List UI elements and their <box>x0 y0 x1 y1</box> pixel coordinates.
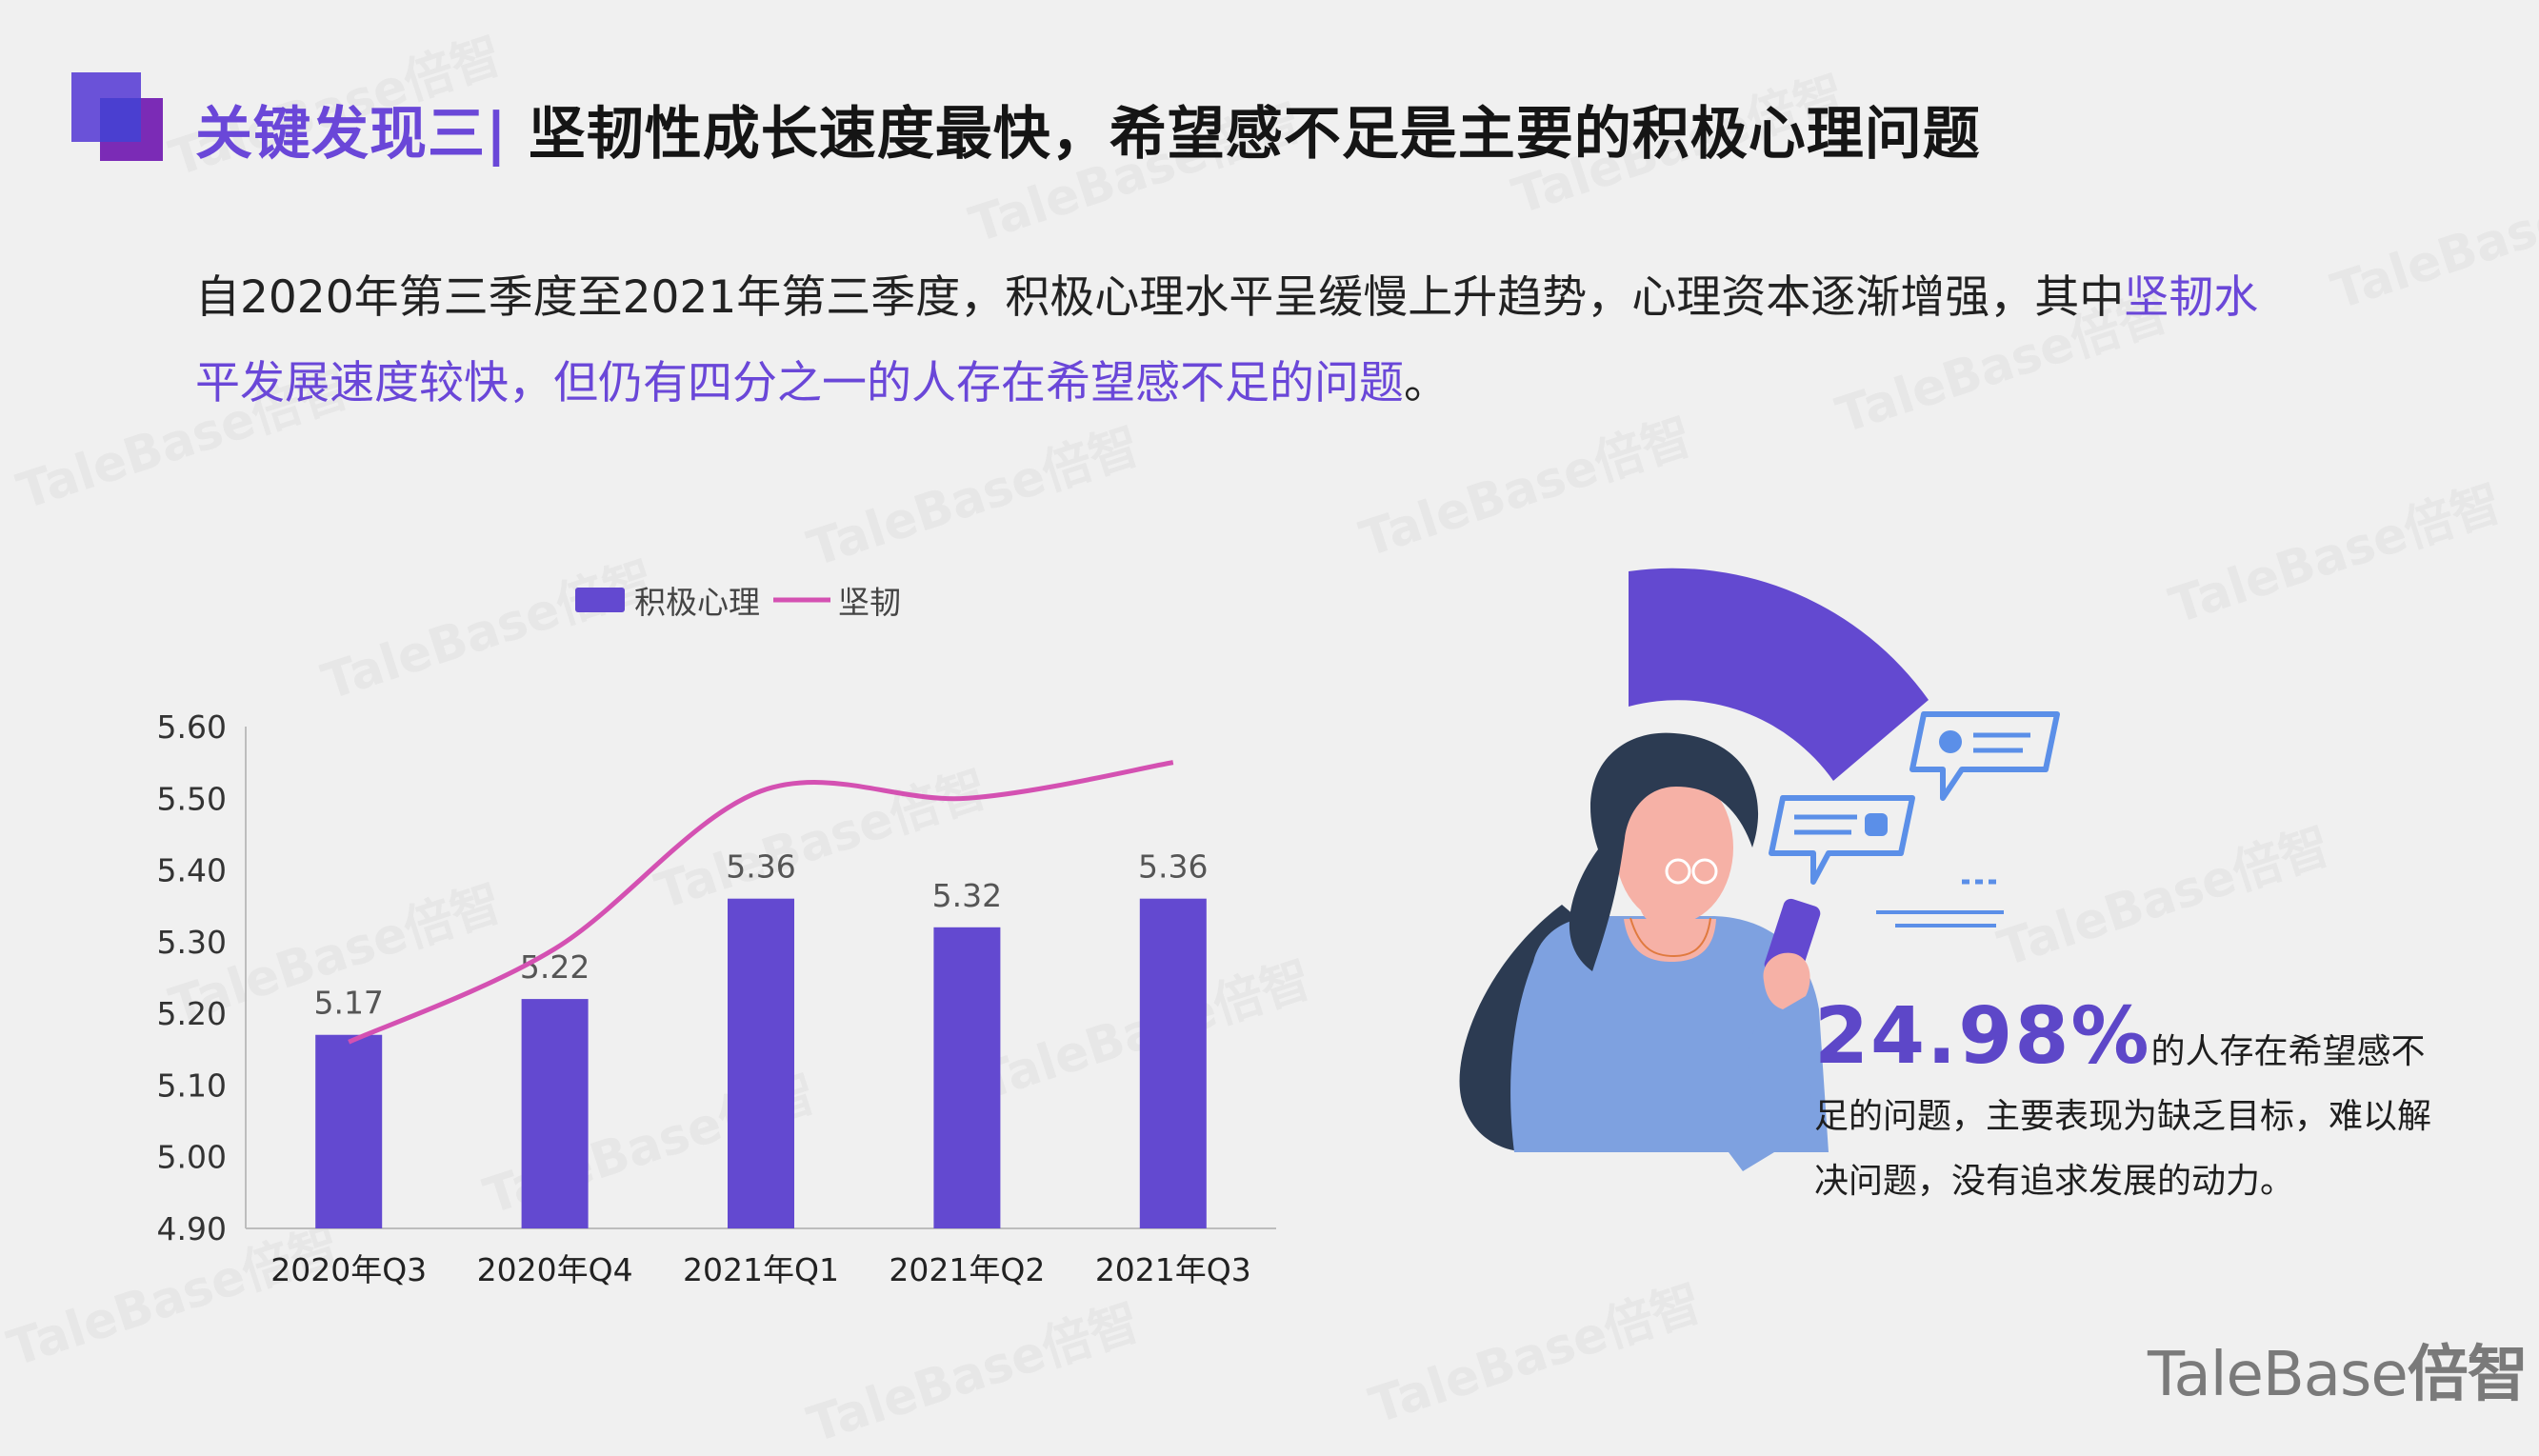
intro-text: 自2020年第三季度至2021年第三季度，积极心理水平呈缓慢上升趋势，心理资本逐… <box>195 271 2125 324</box>
intro-paragraph: 自2020年第三季度至2021年第三季度，积极心理水平呈缓慢上升趋势，心理资本逐… <box>195 255 2290 427</box>
x-tick-label: 2021年Q3 <box>1095 1251 1251 1288</box>
y-tick-label: 5.60 <box>157 708 227 746</box>
hope-stat-text-2: 足的问题，主要表现为缺乏目标，难以解决问题，没有追求发展的动力。 <box>1814 1097 2432 1201</box>
hair <box>1569 732 1759 971</box>
intro-end: 。 <box>1404 357 1449 409</box>
x-tick-label: 2021年Q1 <box>683 1251 839 1288</box>
chat-bubble-icon <box>1909 711 2060 801</box>
hope-stat-text-1: 的人存在希望感不 <box>2150 1032 2426 1071</box>
x-tick-label: 2020年Q4 <box>477 1251 633 1288</box>
y-tick-label: 5.10 <box>157 1067 227 1104</box>
y-tick-label: 5.30 <box>157 924 227 961</box>
intro-highlight: 坚韧水平发展速度较快，但仍有四分之一的人存在希望感不足的问题 <box>195 271 2259 409</box>
chat-bubble-icon <box>1769 795 1915 885</box>
arc-decor <box>1629 568 1929 781</box>
glasses-lens <box>1665 858 1691 885</box>
bar-data-label: 5.32 <box>932 877 1002 914</box>
bar-positive-psychology <box>521 999 589 1228</box>
series-line-resilience <box>348 760 1174 1045</box>
necklace <box>1629 917 1711 958</box>
arm-sleeve <box>1714 1009 1811 1171</box>
watermark: TaleBase倍智 <box>1363 1274 1709 1436</box>
y-tick-label: 5.50 <box>157 780 227 817</box>
watermark: TaleBase倍智 <box>2163 474 2509 636</box>
logo-text-cn: 倍智 <box>2407 1340 2529 1410</box>
bar-positive-psychology <box>315 1034 383 1228</box>
header-decor-square <box>100 98 141 142</box>
watermark: TaleBase倍智 <box>2325 160 2539 322</box>
brand-logo: TaleBase倍智 <box>2148 1326 2529 1413</box>
motion-lines <box>1876 879 2004 927</box>
hope-stat-callout: 24.98%的人存在希望感不足的问题，主要表现为缺乏目标，难以解决问题，没有追求… <box>1814 998 2457 1214</box>
bar-data-label: 5.36 <box>1138 848 1208 886</box>
glasses-lens <box>1691 858 1718 885</box>
y-tick-label: 5.20 <box>157 995 227 1032</box>
logo-text-latin: TaleBase <box>2148 1340 2409 1410</box>
title-prefix: 关键发现三| <box>195 101 508 168</box>
legend-label-line: 坚韧 <box>838 584 901 621</box>
bar-positive-psychology <box>1139 898 1207 1228</box>
page-title: 关键发现三| 坚韧性成长速度最快，希望感不足是主要的积极心理问题 <box>195 88 1981 170</box>
bar-positive-psychology <box>933 927 1001 1228</box>
torso-shirt <box>1510 915 1829 1152</box>
x-tick-label: 2021年Q2 <box>889 1251 1045 1288</box>
x-tick-label: 2020年Q3 <box>270 1251 427 1288</box>
bar-positive-psychology <box>728 898 794 1228</box>
y-tick-label: 5.40 <box>157 852 227 889</box>
hope-stat-percent: 24.98% <box>1814 991 2151 1082</box>
hand <box>1763 952 1810 1009</box>
y-tick-label: 4.90 <box>157 1210 227 1247</box>
bar-data-label: 5.36 <box>726 848 795 886</box>
y-tick-label: 5.00 <box>157 1139 227 1176</box>
legend-swatch-bar <box>575 588 625 612</box>
combo-chart: 积极心理 坚韧 4.90 5.00 5.10 5.20 5.30 5.40 5.50 5.60… <box>157 584 1276 1288</box>
title-main: 坚韧性成长速度最快，希望感不足是主要的积极心理问题 <box>507 101 1981 168</box>
face <box>1615 771 1733 924</box>
legend-label-bar: 积极心理 <box>634 584 760 621</box>
chart-legend: 积极心理 坚韧 <box>575 584 901 621</box>
woman-with-phone-illustration <box>1459 568 2060 1171</box>
bar-data-label: 5.17 <box>313 985 383 1022</box>
bar-data-label: 5.22 <box>520 948 590 986</box>
